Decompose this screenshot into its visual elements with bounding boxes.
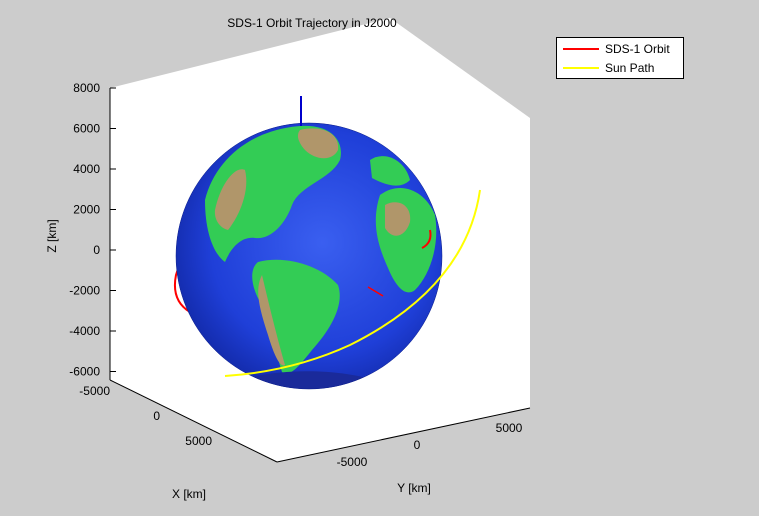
landmass-south-america-highland [258,275,285,366]
axes-floor-plane [110,320,530,462]
y-axis-line [276,407,531,463]
landmass-europe [370,156,410,186]
landmass-antarctica [240,371,380,389]
landmass-north-america-highland [214,169,247,230]
earth-globe [175,122,443,390]
y-tick-label: 5000 [496,421,523,435]
sds1-orbit-segment [367,286,384,297]
legend-label-sun-path: Sun Path [605,61,655,75]
z-tick-label: -2000 [69,284,100,298]
z-tick-label: 4000 [73,162,100,176]
z-axis-label: Z [km] [45,219,59,252]
x-axis-line [109,379,278,463]
x-axis-ticks: -5000 0 5000 [79,384,212,448]
legend-swatch-sds1-orbit [563,48,599,50]
earth-outline [175,122,443,390]
chart-title: SDS-1 Orbit Trajectory in J2000 [227,16,397,30]
landmass-greenland [297,128,339,159]
legend-swatch-sun-path [563,67,599,69]
x-tick-label: -5000 [79,384,110,398]
legend-item-sun-path: Sun Path [563,59,654,77]
y-axis-ticks: -5000 0 5000 [337,421,523,469]
x-tick-label: 0 [153,409,160,423]
z-tick-label: 0 [93,243,100,257]
legend: SDS-1 Orbit Sun Path [556,37,684,79]
x-tick-label: 5000 [185,434,212,448]
legend-item-sds1-orbit: SDS-1 Orbit [563,40,670,58]
z-tick-label: 2000 [73,203,100,217]
z-tick-label: 8000 [73,81,100,95]
sun-path-line [224,189,481,377]
z-axis-ticks: 8000 6000 4000 2000 0 -2000 -4000 -6000 [69,81,116,379]
landmass-north-america [205,125,341,263]
y-tick-label: 0 [414,438,421,452]
y-axis-label: Y [km] [397,481,431,495]
x-axis-label: X [km] [172,487,206,501]
sds1-orbit-front [421,229,432,249]
y-tick-label: -5000 [337,455,368,469]
z-tick-label: -4000 [69,324,100,338]
landmass-south-america [252,259,340,374]
legend-label-sds1-orbit: SDS-1 Orbit [605,42,670,56]
landmass-africa-highland [385,202,411,236]
z-tick-label: 6000 [73,122,100,136]
z-tick-label: -6000 [69,365,100,379]
